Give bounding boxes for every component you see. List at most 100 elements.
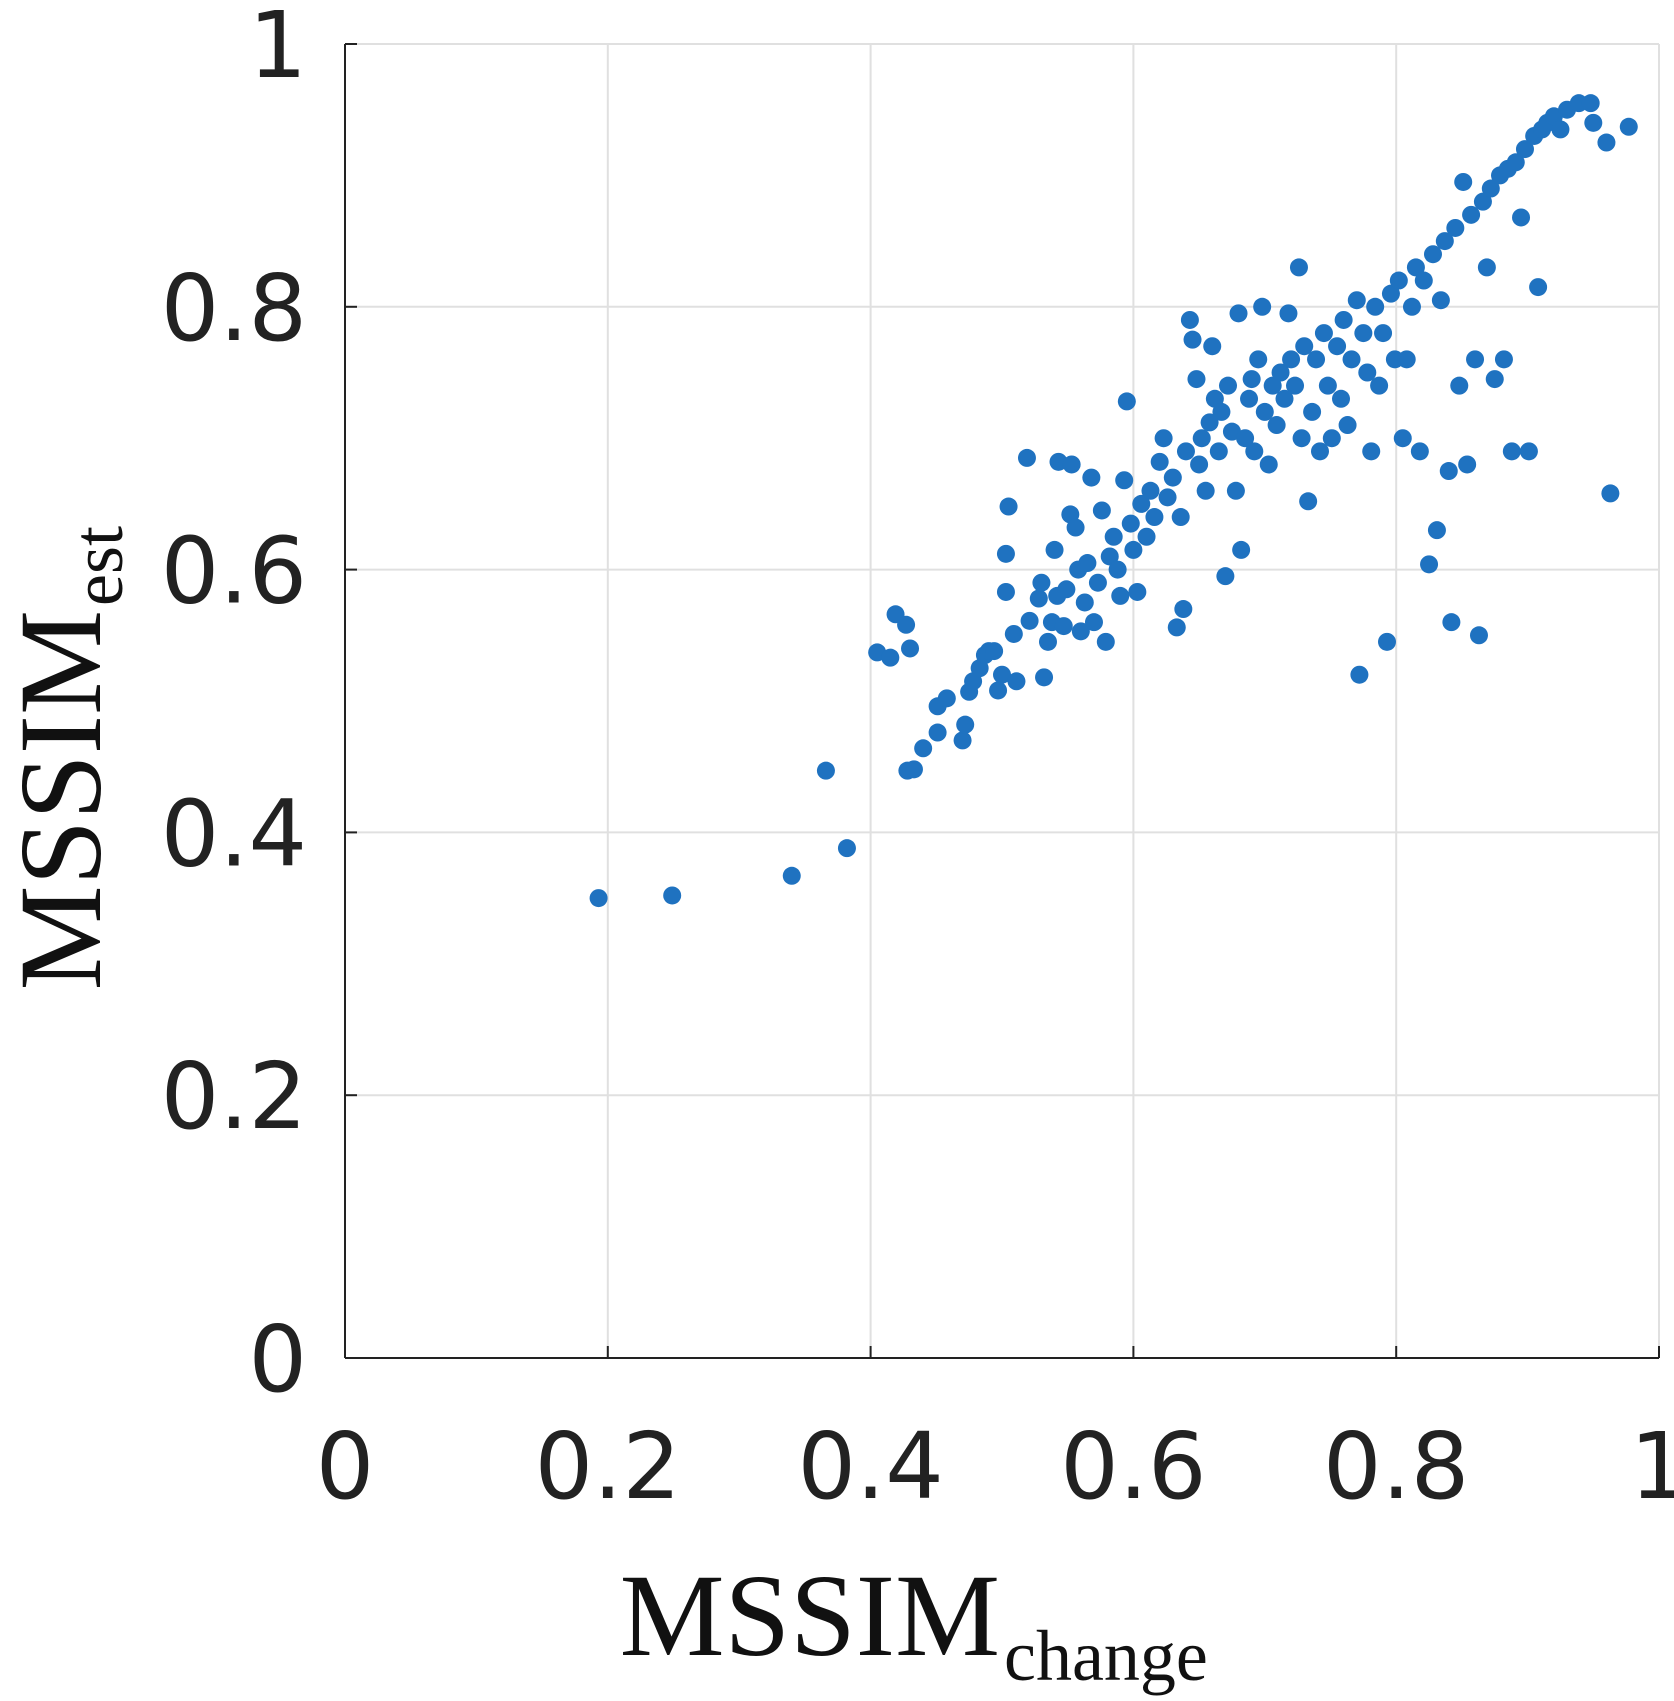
point [589, 889, 608, 908]
point [1469, 626, 1488, 645]
point [1242, 370, 1261, 389]
point [1374, 324, 1393, 343]
point [1145, 508, 1164, 527]
point [1529, 278, 1548, 297]
point [1212, 402, 1231, 421]
point [1477, 258, 1496, 277]
point [1462, 205, 1481, 224]
point [1314, 324, 1333, 343]
point [1473, 192, 1492, 211]
point [1584, 113, 1603, 132]
point [937, 689, 956, 708]
point [1454, 172, 1473, 191]
point [1347, 291, 1366, 310]
point [1259, 455, 1278, 474]
y-axis-label-group: MSSIM est [0, 526, 138, 990]
point [816, 761, 835, 780]
point [1226, 481, 1245, 500]
point [1406, 258, 1425, 277]
point [1057, 580, 1076, 599]
point [1512, 208, 1531, 227]
point [1236, 429, 1255, 448]
point [1121, 514, 1140, 533]
point [1078, 554, 1097, 573]
point [1431, 291, 1450, 310]
point [1292, 429, 1311, 448]
point [1601, 484, 1620, 503]
point [1232, 540, 1251, 559]
point [996, 544, 1015, 563]
point [1362, 442, 1381, 461]
point [1180, 310, 1199, 329]
point [1338, 416, 1357, 435]
point [1318, 376, 1337, 395]
point [1141, 481, 1160, 500]
point [1332, 389, 1351, 408]
point [928, 723, 947, 742]
point [1196, 481, 1215, 500]
point [1328, 337, 1347, 356]
point [897, 615, 916, 634]
y-tick-label: 0.4 [161, 780, 307, 887]
point [1150, 452, 1169, 471]
point [1378, 632, 1397, 651]
point [1029, 589, 1048, 608]
point [1358, 363, 1377, 382]
point [1506, 153, 1525, 172]
point [1075, 593, 1094, 612]
point [1393, 429, 1412, 448]
x-axis-label-sub: change [1004, 1616, 1208, 1696]
x-tick-label: 0.2 [535, 1413, 681, 1520]
point [1515, 140, 1534, 159]
point [1310, 442, 1329, 461]
point [837, 839, 856, 858]
y-axis-label-sub: est [58, 526, 138, 606]
point [1334, 310, 1353, 329]
point [914, 739, 933, 758]
point [1082, 468, 1101, 487]
point [1581, 94, 1600, 113]
point [1446, 218, 1465, 237]
point [1062, 455, 1081, 474]
point [996, 582, 1015, 601]
point [1071, 622, 1090, 641]
y-axis-label: MSSIM [0, 610, 126, 990]
point [1183, 330, 1202, 349]
point [1299, 492, 1318, 511]
x-tick-label: 0.8 [1323, 1413, 1469, 1520]
point [1282, 350, 1301, 369]
point [1174, 600, 1193, 619]
point [1271, 363, 1290, 382]
point [1117, 392, 1136, 411]
point [1084, 613, 1103, 632]
point [1219, 376, 1238, 395]
point [1176, 442, 1195, 461]
point [904, 760, 923, 779]
point [1442, 613, 1461, 632]
point [1458, 455, 1477, 474]
point [1192, 429, 1211, 448]
y-tick-label: 1 [248, 0, 307, 99]
point [1435, 232, 1454, 251]
point [1190, 455, 1209, 474]
point [1216, 567, 1235, 586]
point [1038, 632, 1057, 651]
x-tick-label: 0.6 [1060, 1413, 1206, 1520]
point [1295, 337, 1314, 356]
point [1597, 133, 1616, 152]
point [1286, 376, 1305, 395]
point [1303, 402, 1322, 421]
points [589, 94, 1638, 908]
point [1108, 560, 1127, 579]
x-tick-label: 0.4 [797, 1413, 943, 1520]
point [1115, 471, 1134, 490]
point [1132, 494, 1151, 513]
point [989, 681, 1008, 700]
point [1279, 304, 1298, 323]
x-tick-label: 1 [1630, 1413, 1674, 1520]
point [1366, 297, 1385, 316]
point [1414, 271, 1433, 290]
point [1485, 370, 1504, 389]
point [1253, 297, 1272, 316]
